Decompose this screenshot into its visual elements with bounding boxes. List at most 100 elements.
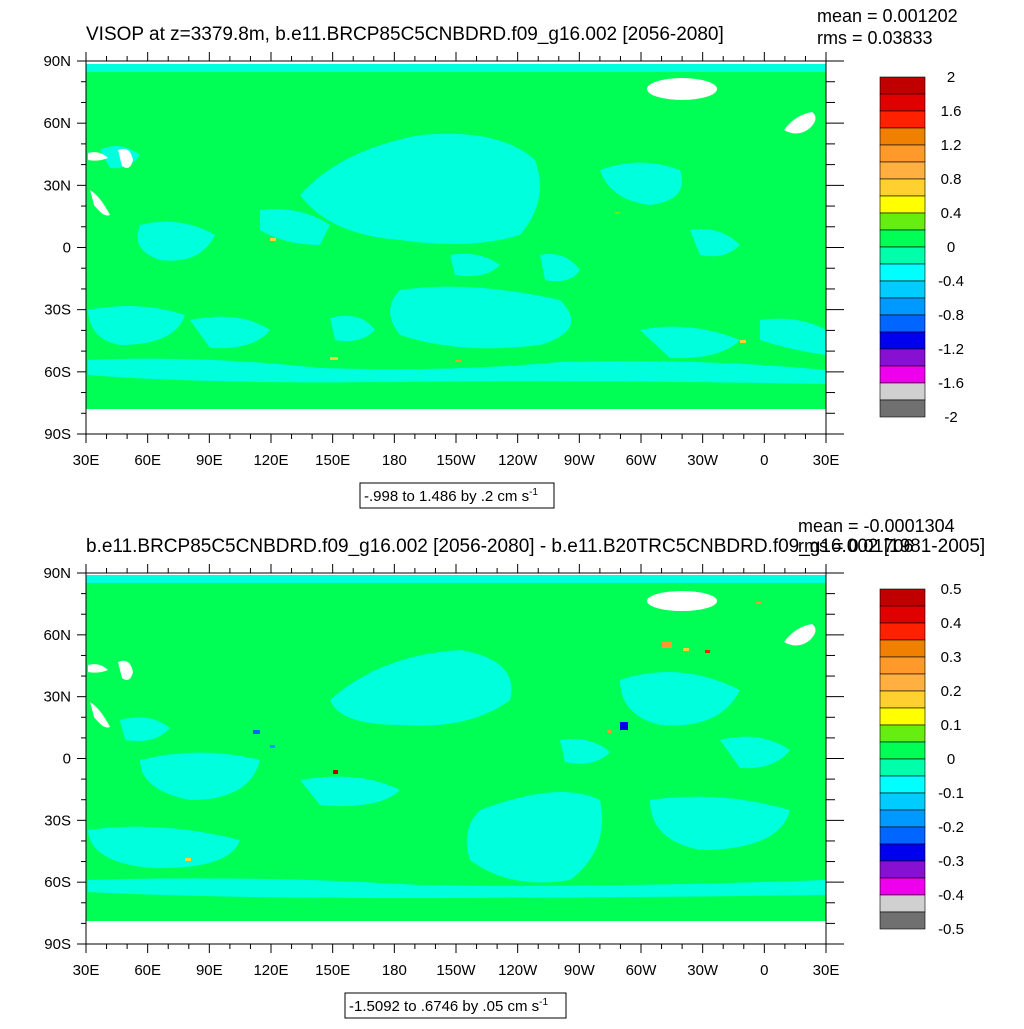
panel-2-colorbar-swatch	[879, 860, 926, 879]
panel-2-colorbar-swatch	[879, 605, 926, 624]
panel-1-colorbar-label: -1.6	[938, 375, 964, 392]
panel-1-colorbar-label: -1.2	[938, 341, 964, 358]
panel-1-colorbar-label: 1.2	[941, 137, 962, 154]
panel-2-rms: rms = 0.01706	[798, 536, 914, 556]
panel-2-x-tick-label: 0	[760, 962, 768, 979]
panel-2-anomaly-regions	[86, 575, 826, 898]
panel-1-range-box	[359, 482, 555, 509]
panel-2-y-tick-label: 60N	[43, 627, 71, 644]
panel-1-colorbar-swatch	[879, 280, 926, 299]
panel-2-colorbar-swatch	[879, 639, 926, 658]
panel-2-colorbar-label: -0.2	[938, 819, 964, 836]
panel-2-x-tick-label: 120E	[253, 962, 288, 979]
panel-2-field-background	[86, 577, 826, 921]
panel-2-colorbar-swatch	[879, 809, 926, 828]
panel-1-colorbar-swatch	[879, 348, 926, 367]
panel-2-y-tick-label: 60S	[44, 874, 71, 891]
panel-1-x-tick-label: 150W	[436, 452, 476, 469]
panel-1-y-tick-label: 60S	[44, 364, 71, 381]
panel-1-x-tick-label: 90W	[564, 452, 596, 469]
panel-2-colorbar-label: 0.4	[941, 615, 962, 632]
panel-1-x-tick-label: 180	[382, 452, 407, 469]
panel-1-axes: 30E 60E 90E 120E 150E 180 150W 120W 90W 60W 30W 0 30…	[43, 52, 844, 469]
panel-2-mean: mean = -0.0001304	[798, 516, 955, 536]
panel-1-anomaly-regions	[86, 64, 826, 384]
panel-2-colorbar-swatch	[879, 622, 926, 641]
panel-2-map	[86, 573, 826, 944]
panel-2-colorbar-swatch	[879, 707, 926, 726]
panel-1-colorbar-label: 1.6	[941, 103, 962, 120]
panel-1-x-tick-label: 150E	[315, 452, 350, 469]
panel-1-x-tick-label: 60W	[626, 452, 658, 469]
panel-1-colorbar: 2 1.6 1.2 0.8 0.4 0 -0.4 -0.8 -1.2 -1.6 -2	[879, 69, 964, 426]
panel-1-colorbar-swatch	[879, 161, 926, 180]
panel-1-y-tick-label: 90S	[44, 426, 71, 443]
panel-2-x-tick-label: 150W	[436, 962, 476, 979]
panel-2-colorbar-label: 0.3	[941, 649, 962, 666]
panel-2-x-tick-label: 60E	[134, 962, 161, 979]
panel-1-extreme-spots	[270, 212, 746, 362]
panel-1-x-tick-label: 60E	[134, 452, 161, 469]
panel-1-colorbar-swatch	[879, 246, 926, 265]
panel-2-colorbar-swatch	[879, 724, 926, 743]
panel-1-colorbar-swatch	[879, 195, 926, 214]
panel-2-range-label: -1.5092 to .6746 by .05 cm s-1	[349, 997, 548, 1015]
panel-2-colorbar-swatch	[879, 792, 926, 811]
panel-2-colorbar-label: 0.1	[941, 717, 962, 734]
panel-2-x-tick-label: 30W	[687, 962, 719, 979]
panel-2-colorbar-swatch	[879, 656, 926, 675]
panel-1-y-tick-label: 30N	[43, 177, 71, 194]
panel-1-colorbar-swatch	[879, 399, 926, 418]
panel-1-colorbar-swatch	[879, 110, 926, 129]
panel-1-colorbar-swatch	[879, 127, 926, 146]
panel-1-colorbar-label: -0.4	[938, 273, 964, 290]
panel-2-x-tick-label: 150E	[315, 962, 350, 979]
panel-1-y-tick-label: 30S	[44, 302, 71, 319]
panel-2-colorbar-swatch	[879, 877, 926, 896]
panel-1-x-tick-label: 120W	[498, 452, 538, 469]
panel-1-y-tick-label: 90N	[43, 53, 71, 70]
panel-2-colorbar: 0.5 0.4 0.3 0.2 0.1 0 -0.1 -0.2 -0.3 -0.4 -0.5	[879, 581, 964, 938]
panel-2-colorbar-label: 0.5	[941, 581, 962, 598]
panel-2-y-tick-label: 90N	[43, 565, 71, 582]
panel-2-colorbar-label: 0.2	[941, 683, 962, 700]
panel-2-x-tick-label: 30E	[73, 962, 100, 979]
panel-2-x-tick-label: 90E	[196, 962, 223, 979]
panel-2-y-tick-label: 30S	[44, 812, 71, 829]
panel-1-colorbar-label: -2	[944, 409, 957, 426]
panel-2-colorbar-swatch	[879, 894, 926, 913]
panel-2-extreme-spots	[185, 602, 761, 861]
panel-2-y-tick-label: 90S	[44, 936, 71, 953]
panel-1-colorbar-swatch	[879, 144, 926, 163]
panel-1-x-tick-label: 30W	[687, 452, 719, 469]
panel-1-y-tick-label: 0	[63, 240, 71, 257]
panel-2-colorbar-label: -0.4	[938, 887, 964, 904]
panel-2-x-tick-label: 120W	[498, 962, 538, 979]
panel-1-missing-regions	[88, 78, 816, 216]
panel-2-colorbar-swatch	[879, 775, 926, 794]
panel-2-colorbar-swatch	[879, 588, 926, 607]
panel-1-y-tick-label: 60N	[43, 115, 71, 132]
panel-1-colorbar-swatch	[879, 382, 926, 401]
panel-1-rms: rms = 0.03833	[817, 28, 933, 48]
panel-1-colorbar-swatch	[879, 93, 926, 112]
panel-1-mean: mean = 0.001202	[817, 6, 958, 26]
panel-2-colorbar-swatch	[879, 843, 926, 862]
panel-1-range-label: -.998 to 1.486 by .2 cm s-1	[364, 487, 538, 505]
panel-1-colorbar-swatch	[879, 212, 926, 231]
panel-2-x-tick-label: 90W	[564, 962, 596, 979]
panel-2-colorbar-swatch	[879, 758, 926, 777]
panel-2-title: b.e11.BRCP85C5CNBDRD.f09_g16.002 [2056-2…	[86, 536, 985, 557]
panel-2-x-tick-label: 180	[382, 962, 407, 979]
panel-1-x-tick-label: 0	[760, 452, 768, 469]
panel-1: VISOP at z=3379.8m, b.e11.BRCP85C5CNBDRD…	[43, 6, 964, 509]
panel-2-colorbar-label: -0.1	[938, 785, 964, 802]
panel-2-colorbar-swatch	[879, 826, 926, 845]
panel-2-y-tick-label: 30N	[43, 689, 71, 706]
panel-1-colorbar-swatch	[879, 76, 926, 95]
panel-1-colorbar-swatch	[879, 263, 926, 282]
panel-1-colorbar-swatch	[879, 314, 926, 333]
panel-1-x-tick-label: 30E	[73, 452, 100, 469]
panel-1-colorbar-label: 0.4	[941, 205, 962, 222]
